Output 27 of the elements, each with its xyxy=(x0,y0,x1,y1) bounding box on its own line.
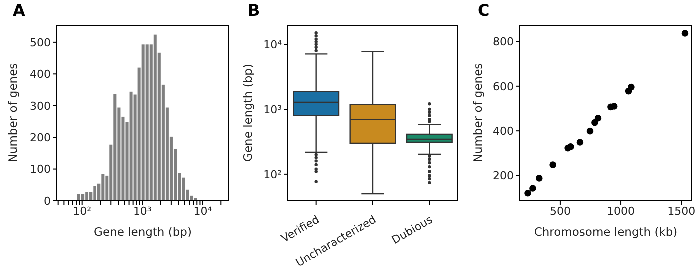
chart-title: C xyxy=(478,1,490,20)
x-tick-label: 1500 xyxy=(668,204,696,218)
y-tick-label: 100 xyxy=(30,163,51,176)
y-tick-label: 800 xyxy=(493,36,514,49)
y-tick-label: 400 xyxy=(30,68,51,82)
y-tick-label: 10⁴ xyxy=(264,38,283,52)
y-tick-label: 300 xyxy=(30,100,51,113)
x-tick-label: 10⁴ xyxy=(194,204,213,218)
x-axis-title: Gene length (bp) xyxy=(94,225,192,240)
y-tick-label: 0 xyxy=(44,194,51,208)
y-tick-label: 600 xyxy=(493,80,514,94)
x-tick-label: 500 xyxy=(550,204,571,218)
chart-title: B xyxy=(248,1,260,20)
x-tick-label: 1000 xyxy=(607,204,636,218)
y-axis-title: Number of genes xyxy=(6,63,20,163)
y-tick-label: 400 xyxy=(493,124,514,138)
x-tick-label: 10² xyxy=(73,204,92,218)
y-tick-label: 200 xyxy=(493,170,514,183)
y-axis-title: Number of genes xyxy=(471,63,486,163)
x-tick-label: 10³ xyxy=(133,204,152,218)
y-axis-title: Gene length (bp) xyxy=(241,64,256,162)
x-axis-title: Chromosome length (kb) xyxy=(534,225,678,240)
chart-title: A xyxy=(13,1,26,20)
y-tick-label: 500 xyxy=(30,36,51,50)
y-tick-label: 10² xyxy=(264,168,282,182)
y-tick-label: 200 xyxy=(30,131,51,144)
y-tick-label: 10³ xyxy=(264,103,282,116)
